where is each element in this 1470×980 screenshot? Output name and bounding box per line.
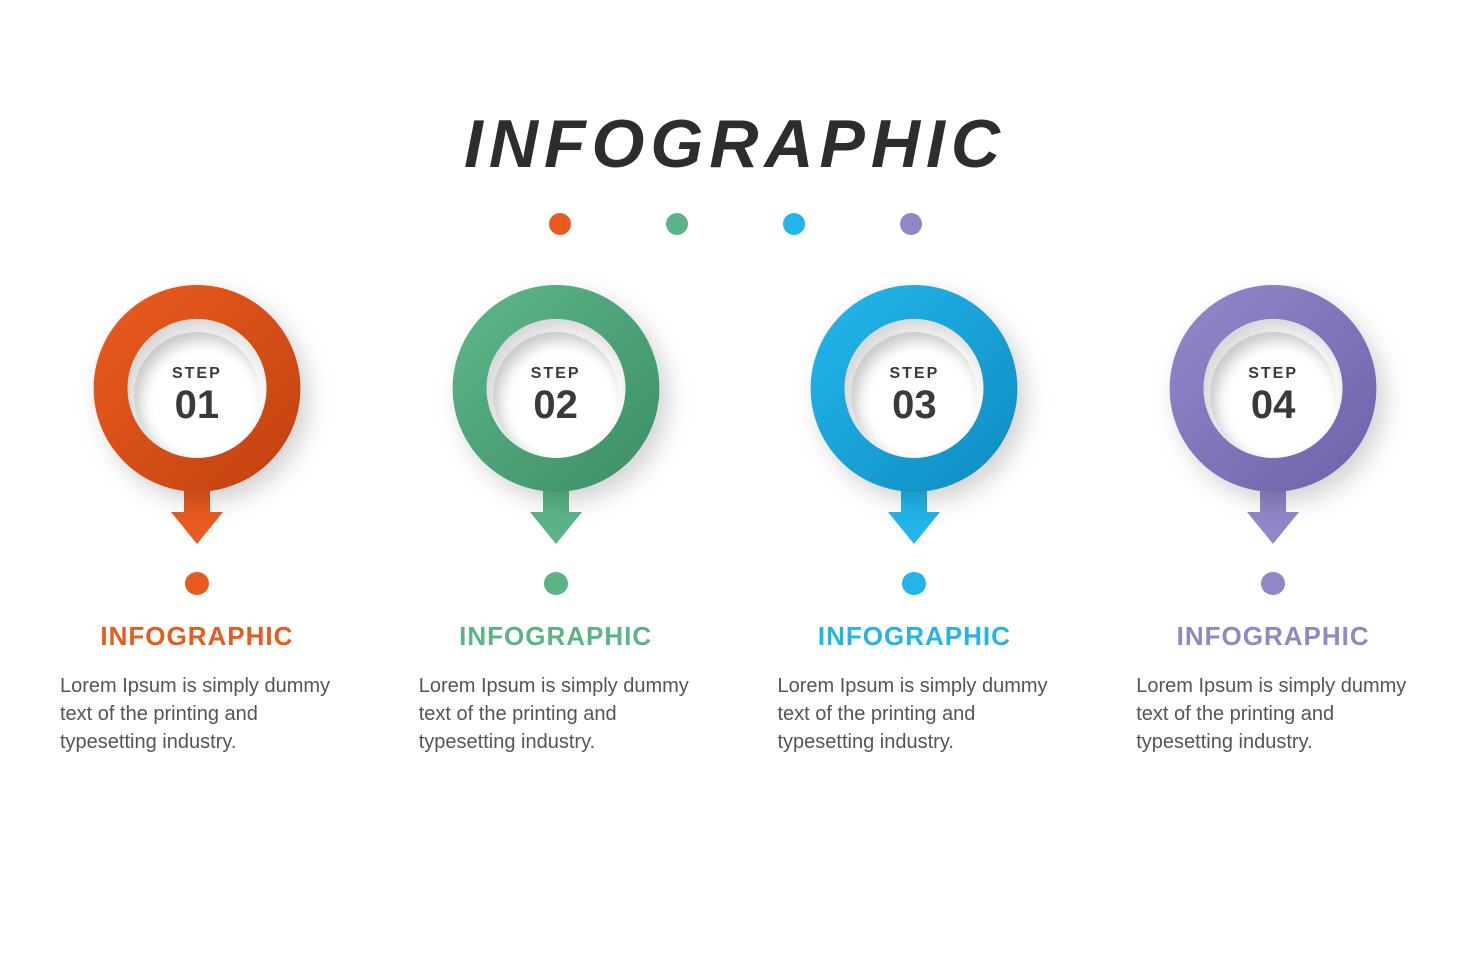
step-description: Lorem Ipsum is simply dummy text of the … <box>778 672 1052 756</box>
step-item-3: STEP 03 INFOGRAPHIC Lorem Ipsum is simply d… <box>778 285 1052 756</box>
pin-marker-3: STEP 03 <box>804 285 1024 595</box>
step-description: Lorem Ipsum is simply dummy text of the … <box>60 672 334 756</box>
step-label: STEP <box>531 365 581 383</box>
step-center-circle: STEP 02 <box>493 332 619 458</box>
step-item-2: STEP 02 INFOGRAPHIC Lorem Ipsum is simply d… <box>419 285 693 756</box>
header-dot-4 <box>900 213 922 235</box>
arrow-down-icon <box>530 512 582 544</box>
pin-marker-4: STEP 04 <box>1163 285 1383 595</box>
step-center-circle: STEP 01 <box>134 332 260 458</box>
steps-row: STEP 01 INFOGRAPHIC Lorem Ipsum is simply d… <box>0 285 1470 756</box>
pin-marker-1: STEP 01 <box>87 285 307 595</box>
header-dot-3 <box>783 213 805 235</box>
step-label: STEP <box>172 365 222 383</box>
step-description: Lorem Ipsum is simply dummy text of the … <box>419 672 693 756</box>
arrow-down-icon <box>888 512 940 544</box>
step-item-1: STEP 01 INFOGRAPHIC Lorem Ipsum is simply d… <box>60 285 334 756</box>
step-number: 03 <box>892 385 937 425</box>
step-subtitle: INFOGRAPHIC <box>1177 621 1370 652</box>
step-label: STEP <box>1248 365 1298 383</box>
step-subtitle: INFOGRAPHIC <box>100 621 293 652</box>
arrow-down-icon <box>1247 512 1299 544</box>
step-number: 01 <box>175 385 220 425</box>
step-dot <box>902 572 926 595</box>
step-item-4: STEP 04 INFOGRAPHIC Lorem Ipsum is simply d… <box>1136 285 1410 756</box>
header-dot-1 <box>549 213 571 235</box>
step-number: 04 <box>1251 385 1296 425</box>
arrow-down-icon <box>171 512 223 544</box>
step-subtitle: INFOGRAPHIC <box>459 621 652 652</box>
step-description: Lorem Ipsum is simply dummy text of the … <box>1136 672 1410 756</box>
pin-marker-2: STEP 02 <box>446 285 666 595</box>
step-number: 02 <box>533 385 578 425</box>
step-center-circle: STEP 03 <box>851 332 977 458</box>
step-dot <box>1261 572 1285 595</box>
header-dots-row <box>549 213 922 235</box>
step-subtitle: INFOGRAPHIC <box>818 621 1011 652</box>
step-dot <box>544 572 568 595</box>
step-dot <box>185 572 209 595</box>
step-label: STEP <box>889 365 939 383</box>
step-center-circle: STEP 04 <box>1210 332 1336 458</box>
header-dot-2 <box>666 213 688 235</box>
page-title: INFOGRAPHIC <box>464 105 1006 183</box>
